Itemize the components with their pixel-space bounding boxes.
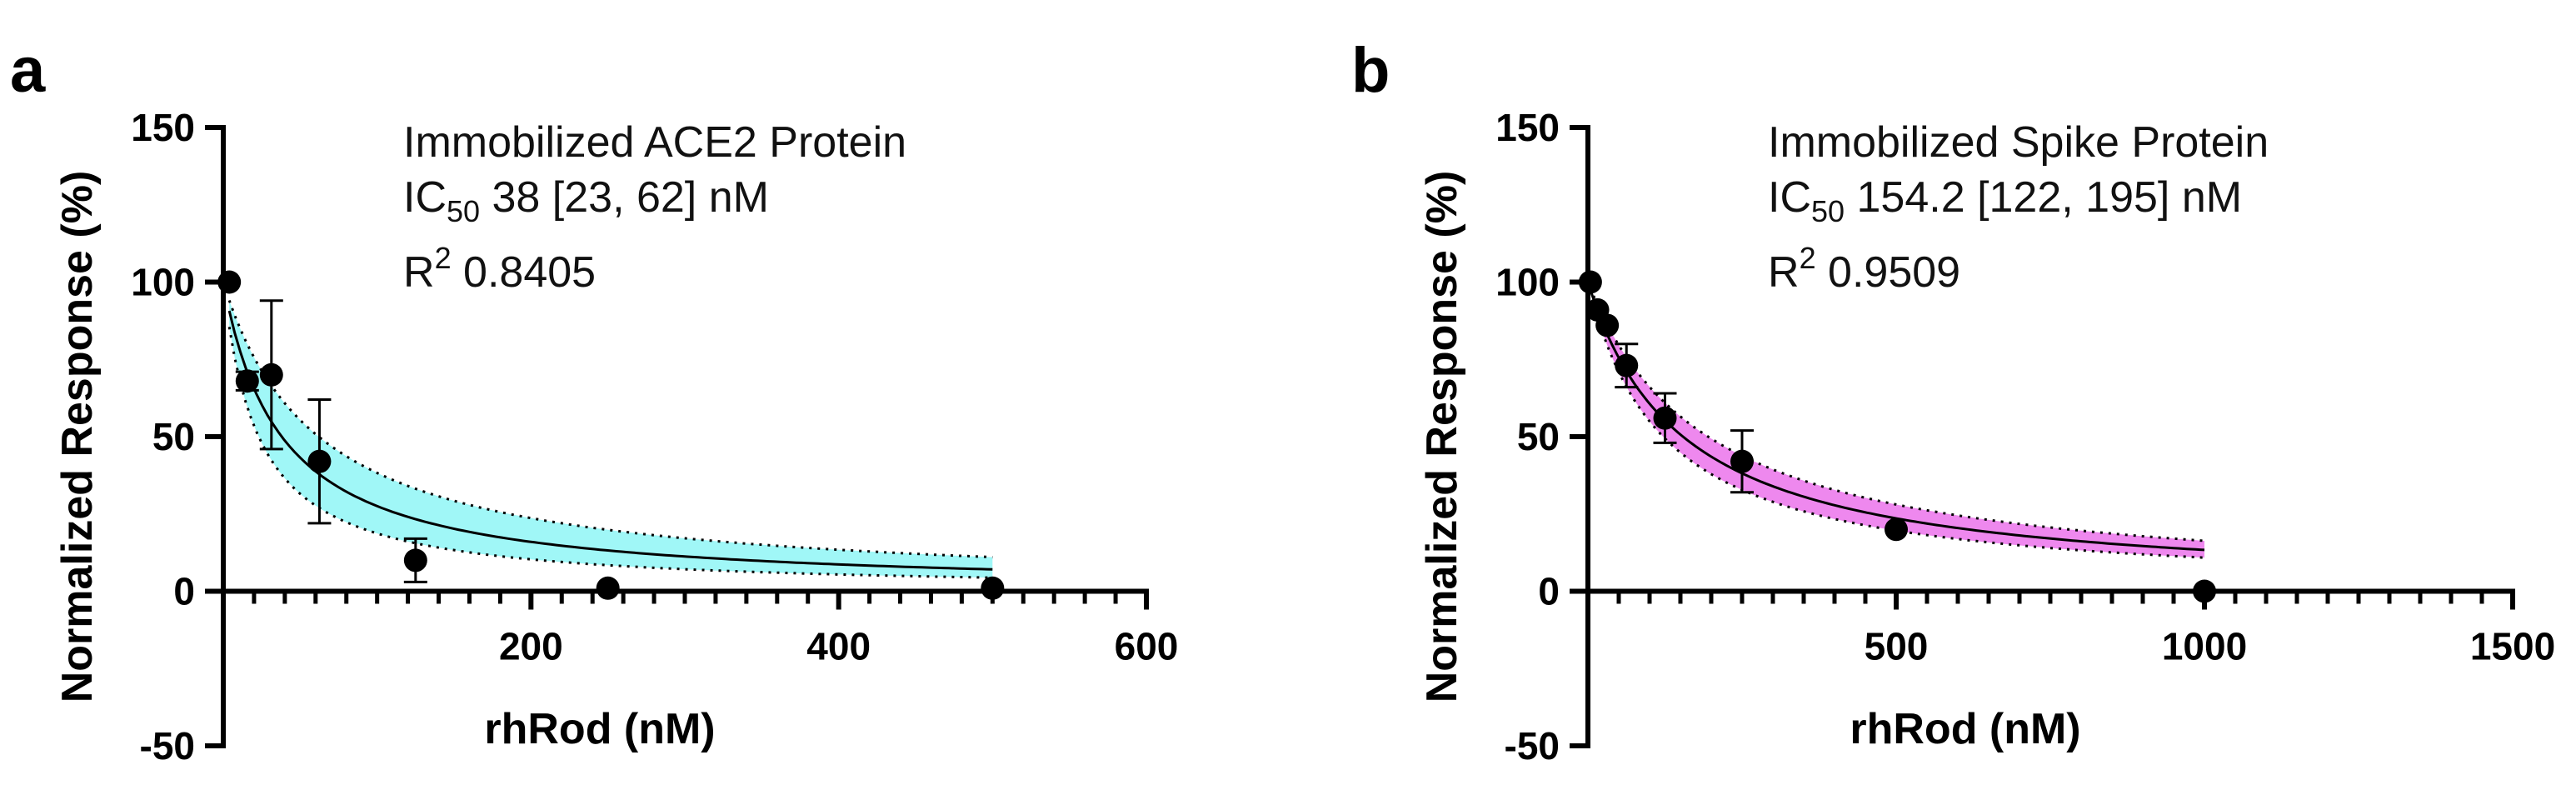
panel-a-fit-curve — [227, 310, 993, 571]
panel-a-ic50-value: 38 [23, 62] nM — [480, 173, 769, 222]
panel-a-title: Immobilized ACE2 Protein — [403, 118, 906, 167]
panel-a-x-tick-label: 200 — [499, 625, 563, 668]
panel-a-data-point — [596, 576, 620, 600]
panel-b-error-bars — [1615, 342, 1754, 494]
panel-b-y-tick-label: 100 — [1495, 261, 1560, 304]
panel-a-data-point — [307, 449, 332, 473]
panel-b-ic50-value: 154.2 [122, 195] nM — [1845, 173, 2242, 222]
panel-a-data-point — [235, 369, 259, 393]
panel-b-ci-lower-line — [1589, 291, 2205, 559]
panel-b-confidence-band — [1590, 288, 2204, 558]
panel-b-data-point — [1653, 406, 1677, 430]
panel-a-ticks — [205, 125, 1149, 748]
panel-b-data-point — [1595, 313, 1620, 338]
panel-letter-b: b — [1351, 35, 1390, 106]
panel-a-y-tick-label: 150 — [131, 106, 195, 149]
panel-a-ci-lower-line — [227, 327, 993, 579]
panel-b-r2-superscript: 2 — [1800, 241, 1816, 275]
panel-b-ci-upper-line — [1589, 288, 2205, 542]
panel-a-data-point — [981, 576, 1005, 600]
panel-a-ic50-prefix: IC — [403, 173, 447, 222]
panel-a-confidence-band — [229, 300, 993, 578]
panel-b-x-tick-label: 1000 — [2162, 625, 2247, 668]
panel-b-r2-prefix: R — [1768, 248, 1800, 297]
panel-b-title: Immobilized Spike Protein — [1768, 118, 2269, 167]
panel-b-r2-value: 0.9509 — [1816, 248, 1961, 297]
panel-b-x-tick-label: 500 — [1865, 625, 1929, 668]
panel-a-y-axis-title: Normalized Response (%) — [53, 171, 102, 703]
panel-a-ic50-subscript: 50 — [447, 194, 480, 228]
panel-b-chart: b 500 1000 1500 -50 0 50 100 150 rhRod (nM) Nor… — [1351, 35, 2555, 768]
panel-b-ic50-prefix: IC — [1768, 173, 1811, 222]
panel-b-x-tick-label: 1500 — [2470, 625, 2555, 668]
panel-a-r2-annotation: R2 0.8405 — [403, 241, 596, 297]
panel-a-r2-value: 0.8405 — [452, 248, 597, 297]
panel-b-y-tick-label: 50 — [1517, 415, 1560, 458]
panel-a-tick-labels: 200 400 600 -50 0 50 100 150 — [131, 106, 1178, 768]
panel-b-ic50-subscript: 50 — [1811, 194, 1845, 228]
panel-b-tick-labels: 500 1000 1500 -50 0 50 100 150 — [1495, 106, 2555, 768]
panel-a-x-tick-label: 600 — [1115, 625, 1179, 668]
panel-b-ticks — [1570, 125, 2515, 748]
panel-a-data-point — [403, 548, 427, 572]
panel-a-y-tick-label: 0 — [173, 570, 195, 613]
panel-b-y-axis-title: Normalized Response (%) — [1418, 171, 1466, 703]
panel-b-y-tick-label: 0 — [1538, 570, 1560, 613]
panel-b-r2-annotation: R2 0.9509 — [1768, 241, 1960, 297]
panel-a-ic50-annotation: IC50 38 [23, 62] nM — [403, 173, 769, 228]
panel-a-y-tick-label: 50 — [152, 415, 195, 458]
panel-a-y-tick-label: -50 — [140, 724, 195, 768]
panel-b-ic50-annotation: IC50 154.2 [122, 195] nM — [1768, 173, 2242, 228]
panel-a-ci-upper-line — [227, 299, 993, 559]
panel-a-data-point — [259, 362, 283, 387]
panel-b-y-tick-label: 150 — [1495, 106, 1560, 149]
panel-b-data-point — [1885, 518, 1908, 542]
panel-a-x-tick-label: 400 — [806, 625, 871, 668]
panel-a-r2-prefix: R — [403, 248, 435, 297]
panel-a-x-axis-title: rhRod (nM) — [484, 705, 715, 753]
panel-b-y-tick-label: -50 — [1505, 724, 1560, 768]
panel-letter-a: a — [10, 35, 46, 106]
panel-b-x-axis-title: rhRod (nM) — [1850, 705, 2080, 753]
panel-a-chart: a 200 400 600 -50 0 50 100 150 rhRod (nM) Norma… — [10, 35, 1178, 768]
panel-a-y-tick-label: 100 — [131, 261, 195, 304]
panel-b-data-point — [1730, 449, 1754, 473]
panel-b-data-point — [1615, 353, 1639, 378]
panel-a-r2-superscript: 2 — [435, 241, 452, 275]
panel-a-data-points — [217, 270, 1005, 600]
